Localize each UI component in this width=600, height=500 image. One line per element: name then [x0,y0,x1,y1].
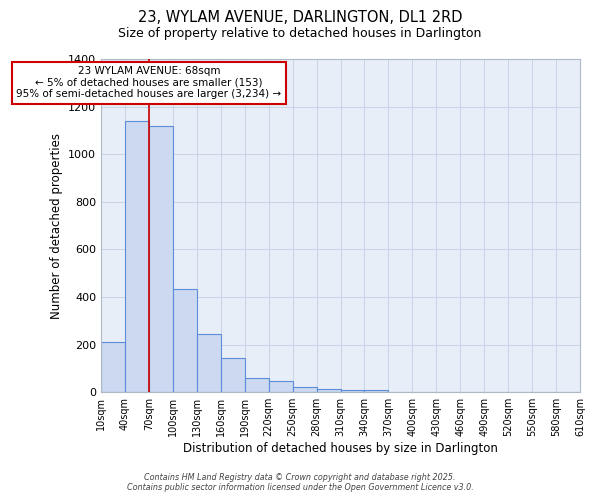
Bar [125,121,149,392]
Bar [101,342,125,392]
Bar [293,387,317,392]
Bar [341,390,364,392]
Bar [197,334,221,392]
Bar [364,390,388,392]
Bar [173,288,197,392]
Bar [221,358,245,392]
Text: Size of property relative to detached houses in Darlington: Size of property relative to detached ho… [118,28,482,40]
Text: 23, WYLAM AVENUE, DARLINGTON, DL1 2RD: 23, WYLAM AVENUE, DARLINGTON, DL1 2RD [138,10,462,25]
Y-axis label: Number of detached properties: Number of detached properties [50,132,62,318]
Bar [245,378,269,392]
Text: Contains HM Land Registry data © Crown copyright and database right 2025.
Contai: Contains HM Land Registry data © Crown c… [127,473,473,492]
X-axis label: Distribution of detached houses by size in Darlington: Distribution of detached houses by size … [183,442,498,455]
Bar [149,126,173,392]
Text: 23 WYLAM AVENUE: 68sqm
← 5% of detached houses are smaller (153)
95% of semi-det: 23 WYLAM AVENUE: 68sqm ← 5% of detached … [16,66,281,100]
Bar [317,390,341,392]
Bar [269,382,293,392]
